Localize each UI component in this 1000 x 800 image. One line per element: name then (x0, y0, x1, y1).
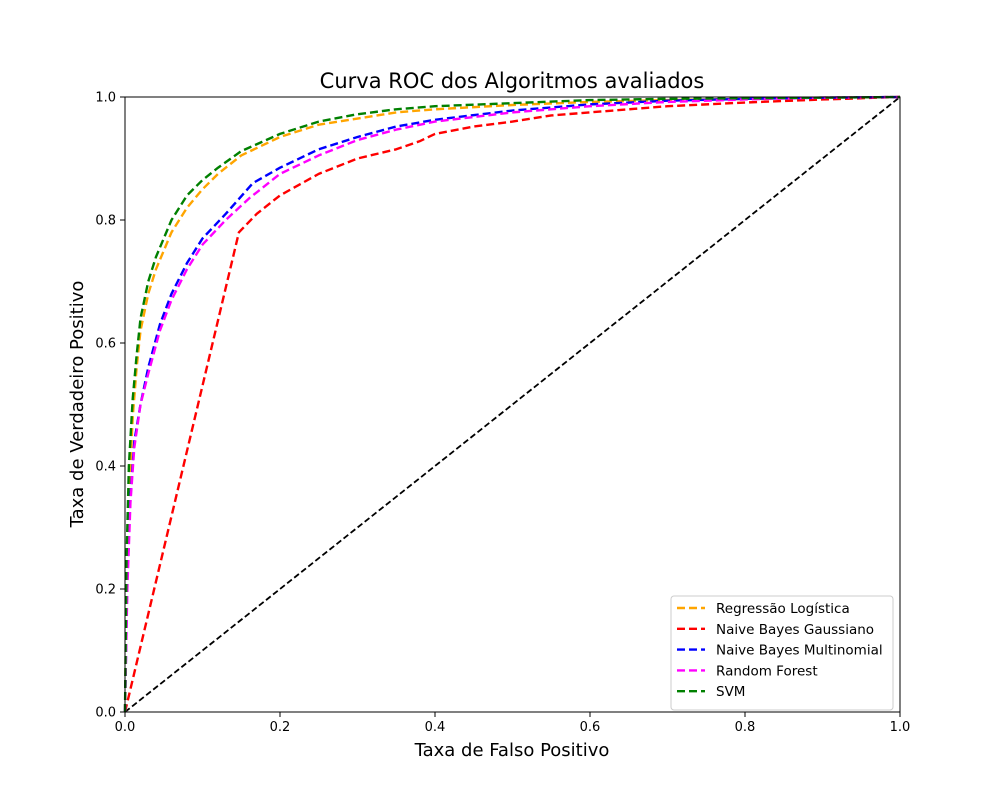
x-axis-label: Taxa de Falso Positivo (414, 740, 610, 761)
legend-entry-4: SVM (716, 684, 745, 700)
y-tick-label: 0.6 (95, 337, 116, 352)
y-tick-label: 0.0 (95, 706, 116, 721)
series-line-4 (123, 95, 901, 713)
legend-box (670, 595, 894, 711)
plot-frame (124, 96, 901, 713)
reference-diagonal-line (124, 96, 901, 713)
legend: Regressão Logística Naive Bayes Gaussiano… (670, 595, 894, 711)
legend-entry-2: Naive Bayes Multinomial (716, 643, 883, 659)
series-line-1 (123, 95, 901, 713)
series-line-3 (123, 95, 901, 713)
y-tick-label: 0.4 (95, 460, 116, 475)
y-axis-label: Taxa de Verdadeiro Positivo (67, 281, 88, 529)
chart-title: Curva ROC dos Algoritmos avaliados (320, 69, 705, 93)
y-tick-label: 0.8 (95, 214, 116, 229)
legend-entry-1: Naive Bayes Gaussiano (716, 622, 874, 638)
y-tick-label: 0.2 (95, 583, 116, 598)
legend-entry-3: Random Forest (716, 663, 818, 679)
y-tick-label: 1.0 (95, 91, 116, 106)
x-tick-label: 0.8 (735, 720, 756, 735)
x-tick-label: 0.6 (580, 720, 601, 735)
x-tick-label: 0.4 (425, 720, 446, 735)
x-tick-label: 0.0 (115, 720, 136, 735)
x-tick-label: 1.0 (890, 720, 911, 735)
plot-area (123, 95, 901, 713)
legend-entry-0: Regressão Logística (716, 601, 850, 617)
axes: 0.0 0.2 0.4 0.6 0.8 1.0 0.0 0.2 0.4 0.6 0.8 1.0 (95, 91, 910, 736)
x-tick-label: 0.2 (270, 720, 291, 735)
